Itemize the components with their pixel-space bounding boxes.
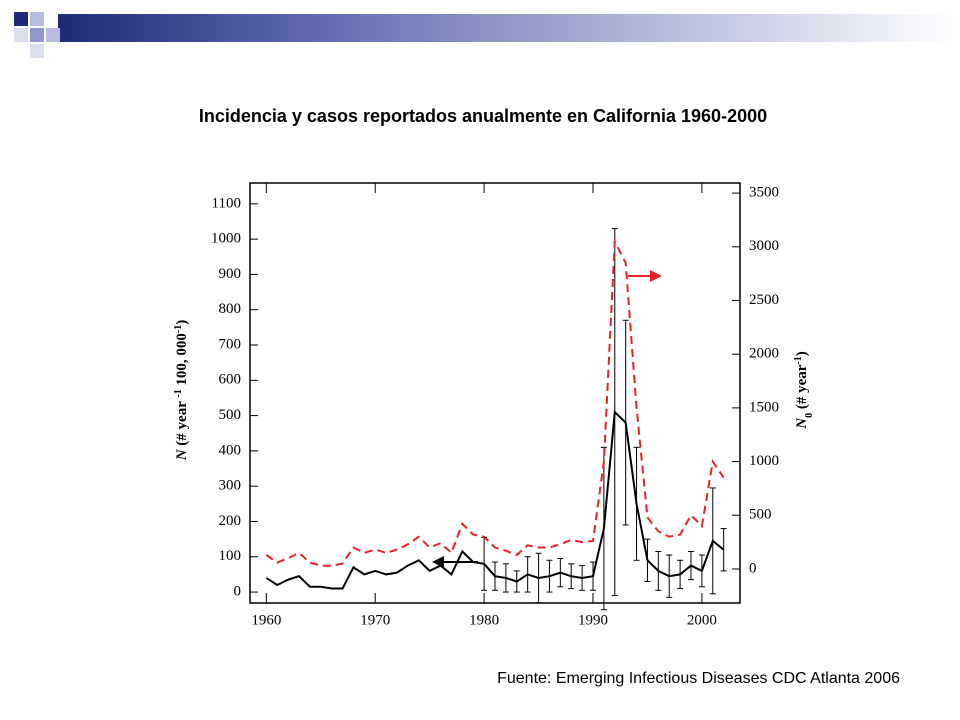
y2-tick-label: 1000 [749, 453, 779, 469]
axis-label-part: 0 [804, 413, 815, 418]
axis-label-part: ) [174, 320, 190, 325]
y2-tick-label: 3500 [749, 185, 779, 201]
axis-label-part: ) [794, 351, 810, 356]
arrow-right [628, 270, 662, 282]
y-tick-label: 300 [219, 478, 242, 494]
x-tick-label: 1970 [360, 612, 390, 628]
error-bar [502, 563, 509, 593]
axis-label-part: N [794, 417, 810, 430]
error-bar [590, 561, 596, 591]
error-bar [535, 552, 542, 604]
error-bar [688, 550, 694, 581]
x-tick-label: 1990 [578, 612, 608, 628]
error-bar [698, 554, 705, 588]
y-tick-label: 1100 [212, 195, 241, 211]
plot-frame [249, 182, 741, 604]
error-bar [655, 550, 662, 591]
y2-axis-label: N0 (# year-1) [793, 351, 815, 430]
y2-tick-label: 0 [749, 560, 757, 576]
error-bar [546, 559, 553, 593]
y-tick-label: 700 [219, 336, 242, 352]
error-bar [557, 558, 564, 588]
y2-tick-label: 500 [749, 507, 772, 523]
y-axis-label: N (# year -1 100, 000-1) [173, 320, 191, 462]
y-tick-label: 800 [219, 301, 242, 317]
error-bar [720, 528, 727, 572]
axis-label-part: -1 [173, 325, 184, 333]
x-tick-label: 2000 [687, 612, 717, 628]
y-tick-label: 900 [219, 266, 242, 282]
y2-tick-label: 2000 [749, 346, 779, 362]
series-line [265, 237, 725, 567]
axis-label-part: 100, 000 [174, 333, 190, 389]
axis-label-part: -1 [173, 389, 184, 397]
axis-label-part: N [174, 448, 190, 461]
source-note: Fuente: Emerging Infectious Diseases CDC… [497, 670, 900, 687]
x-tick-label: 1960 [251, 612, 281, 628]
error-bar [513, 570, 520, 593]
x-tick-label: 1980 [469, 612, 499, 628]
error-bar [611, 228, 618, 597]
error-bar [622, 319, 629, 526]
error-bar [644, 538, 651, 582]
y2-tick-label: 3000 [749, 238, 779, 254]
y2-tick-label: 2500 [749, 292, 779, 308]
y-tick-label: 0 [234, 583, 242, 599]
error-bar [709, 487, 716, 595]
slide-decoration [14, 12, 958, 58]
error-bar [600, 446, 607, 611]
y-tick-label: 200 [219, 513, 242, 529]
y2-tick-label: 1500 [749, 399, 779, 415]
y-tick-label: 1000 [211, 231, 241, 247]
chart-title: Incidencia y casos reportados anualmente… [199, 106, 767, 126]
error-bar [579, 565, 586, 591]
error-bar [492, 561, 498, 591]
error-bar [633, 446, 640, 561]
y-tick-label: 400 [219, 442, 242, 458]
axis-label-part: (# year [794, 364, 810, 413]
error-bar [677, 559, 684, 590]
error-bar [666, 554, 673, 598]
y-tick-label: 100 [219, 548, 242, 564]
y-tick-label: 600 [219, 372, 242, 388]
y-tick-label: 500 [219, 407, 242, 423]
axis-label-part: (# year [174, 398, 190, 450]
error-bar [568, 563, 575, 590]
error-bar [524, 556, 531, 593]
axis-label-part: -1 [793, 356, 804, 364]
